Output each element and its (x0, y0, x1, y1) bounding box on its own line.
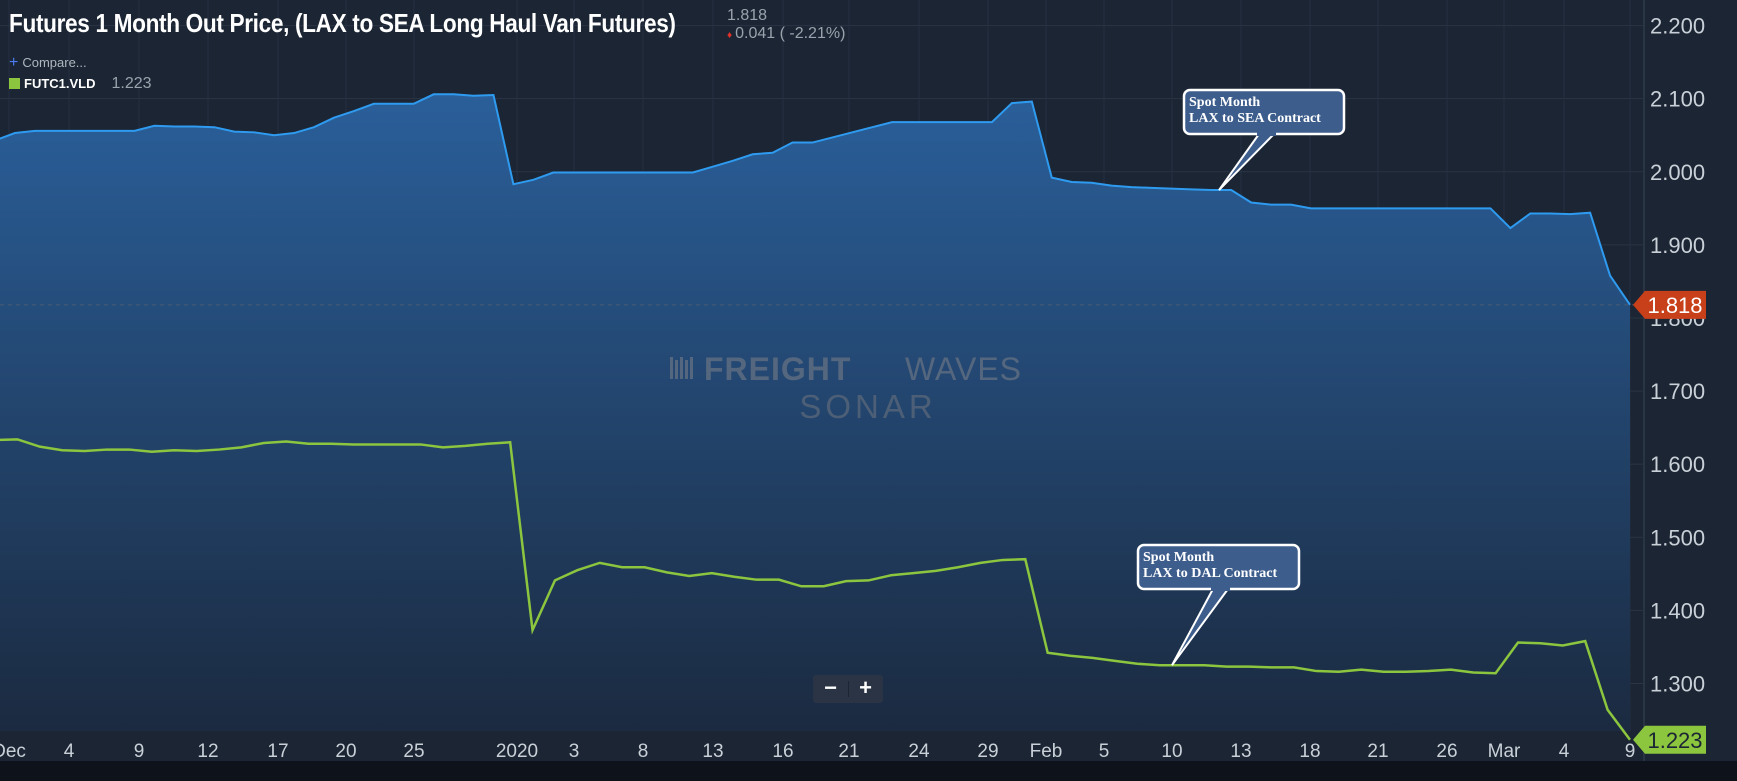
x-tick-label: 4 (1559, 741, 1570, 762)
last-value-label-primary: 1.818 (1647, 293, 1702, 318)
legend-symbol: FUTC1.VLD (24, 76, 96, 91)
bottom-strip (0, 761, 1737, 781)
x-tick-label: Feb (1030, 741, 1063, 762)
price-change: ♦ 0.041 ( -2.21%) (727, 25, 845, 45)
watermark-line1-light: WAVES (905, 351, 1022, 387)
zoom-out-button[interactable]: − (824, 675, 837, 700)
x-tick-label: 3 (569, 741, 580, 762)
watermark-logo-icon (685, 360, 688, 379)
x-tick-label: 12 (197, 741, 218, 762)
x-tick-label: 9 (1625, 741, 1636, 762)
watermark-logo-icon (690, 357, 693, 379)
x-tick-label: 9 (134, 741, 145, 762)
x-tick-label: 4 (64, 741, 75, 762)
secondary-series-line (0, 438, 1632, 741)
down-triangle-icon: ♦ (727, 30, 733, 41)
annotation-pointer (1171, 588, 1229, 666)
x-tick-label: 5 (1099, 741, 1110, 762)
annotation-text: Spot Month (1143, 550, 1214, 565)
watermark-logo-icon (670, 357, 673, 379)
x-tick-label: 13 (1230, 741, 1251, 762)
y-tick-label: 1.600 (1650, 452, 1705, 477)
x-tick-label: 18 (1299, 741, 1320, 762)
last-value-label-secondary-bg (1633, 725, 1706, 754)
zoom-divider (848, 681, 849, 697)
compare-button[interactable]: + Compare... (9, 54, 87, 72)
compare-label: Compare... (22, 55, 87, 70)
x-tick-label: 21 (1367, 741, 1388, 762)
y-tick-label: 2.000 (1650, 160, 1705, 185)
watermark-line1-bold: FREIGHT (704, 351, 851, 387)
watermark-logo-icon (680, 357, 683, 379)
watermark-line2: SONAR (799, 388, 936, 425)
x-tick-label: 13 (702, 741, 723, 762)
x-tick-label: 17 (267, 741, 288, 762)
legend-value: 1.223 (111, 75, 152, 92)
annotation-pointer-joint (1257, 132, 1276, 136)
annotation-pointer-joint (1211, 587, 1230, 591)
chart-title: Futures 1 Month Out Price, (LAX to SEA L… (9, 8, 676, 38)
zoom-controls: − + (813, 675, 883, 703)
y-tick-label: 2.200 (1650, 14, 1705, 39)
x-tick-label: 25 (403, 741, 424, 762)
y-axis-panel (1644, 0, 1737, 761)
annotation-pointer (1218, 133, 1275, 191)
x-tick-label: 21 (838, 741, 859, 762)
annotation-text: Spot Month (1189, 95, 1260, 110)
x-tick-label: 26 (1436, 741, 1457, 762)
last-value-label-primary-bg (1633, 290, 1706, 319)
annotation-text: LAX to DAL Contract (1143, 566, 1277, 581)
x-tick-label: 24 (908, 741, 930, 762)
legend: FUTC1.VLD 1.223 (9, 75, 152, 93)
primary-series-line (0, 93, 1631, 306)
x-tick-label: 20 (335, 741, 356, 762)
y-tick-label: 1.700 (1650, 379, 1705, 404)
y-tick-label: 2.100 (1650, 87, 1705, 112)
y-tick-label: 1.300 (1650, 671, 1705, 696)
x-tick-label: Mar (1488, 741, 1521, 762)
watermark (670, 357, 693, 379)
price-change-value: 0.041 ( -2.21%) (735, 25, 846, 42)
zoom-in-button[interactable]: + (859, 675, 872, 700)
x-tick-label: 2020 (496, 741, 538, 762)
x-tick-label: 10 (1161, 741, 1182, 762)
annotation-text: LAX to SEA Contract (1189, 111, 1321, 126)
y-tick-label: 1.400 (1650, 598, 1705, 623)
y-tick-label: 1.500 (1650, 525, 1705, 550)
plus-icon: + (9, 54, 19, 71)
x-tick-label: 16 (772, 741, 793, 762)
x-tick-label: 8 (638, 741, 649, 762)
legend-swatch (9, 78, 20, 89)
last-price: 1.818 (727, 7, 768, 24)
y-tick-label: 1.900 (1650, 233, 1705, 258)
x-tick-label: 29 (977, 741, 998, 762)
last-value-label-secondary: 1.223 (1647, 728, 1702, 753)
x-tick-label: Dec (0, 741, 26, 762)
price-box: 1.818 ♦ 0.041 ( -2.21%) (727, 7, 845, 45)
watermark-logo-icon (675, 360, 678, 379)
